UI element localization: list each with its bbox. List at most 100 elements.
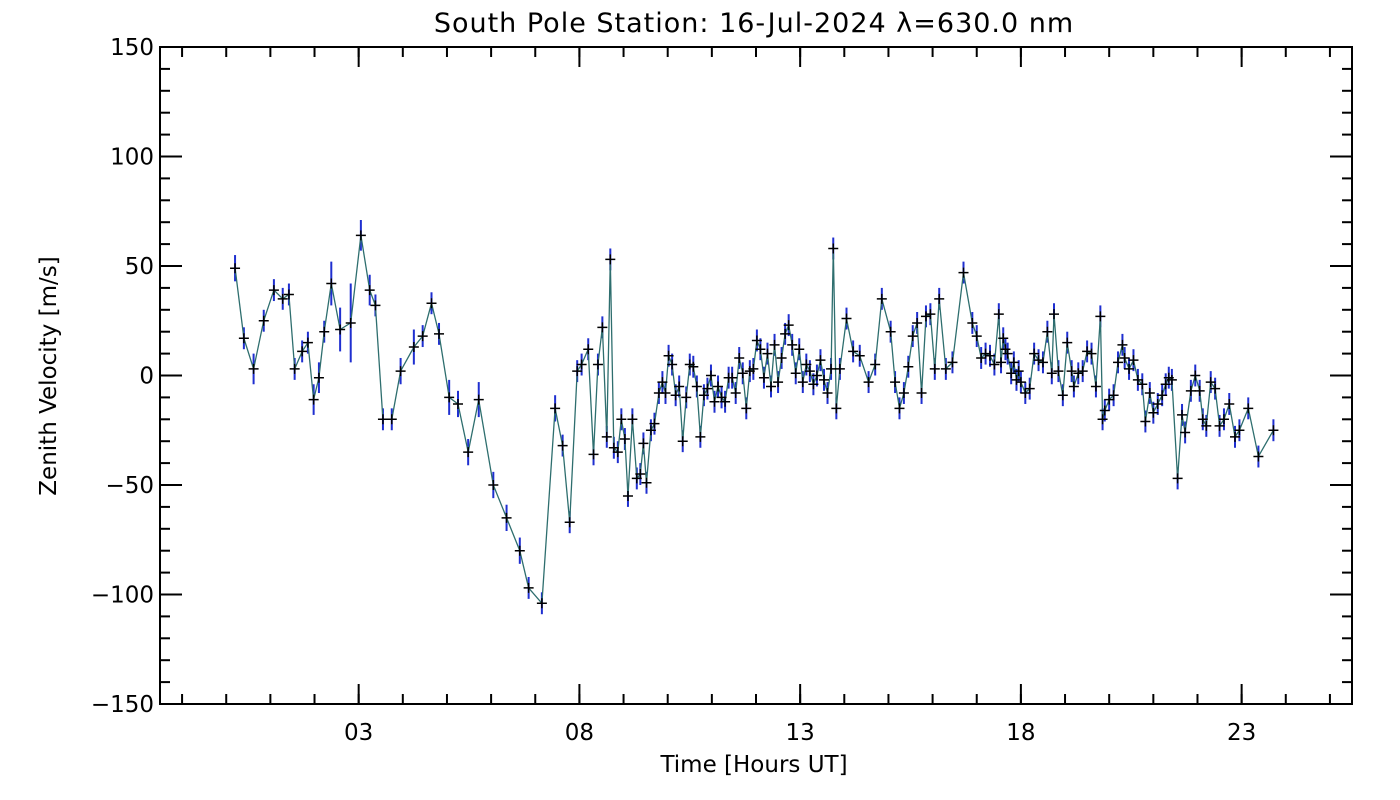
data-point: [667, 359, 678, 370]
data-point: [1205, 377, 1216, 388]
data-point: [797, 377, 808, 388]
data-point: [277, 293, 288, 304]
data-point: [727, 372, 738, 383]
data-point: [230, 263, 241, 274]
data-point: [283, 289, 294, 300]
data-point: [929, 363, 940, 374]
data-point: [627, 414, 638, 425]
data-point: [934, 293, 945, 304]
data-point: [1108, 390, 1119, 401]
y-tick-label: −100: [91, 583, 154, 609]
data-point: [557, 440, 568, 451]
data-point: [1006, 368, 1017, 379]
y-axis-label: Zenith Velocity [m/s]: [36, 256, 62, 495]
data-point: [1002, 348, 1013, 359]
data-point: [1157, 390, 1168, 401]
data-point: [674, 381, 685, 392]
data-point: [1166, 374, 1177, 385]
data-point: [597, 322, 608, 333]
data-point: [1119, 352, 1130, 363]
data-point: [453, 398, 463, 409]
data-point: [1194, 385, 1205, 396]
data-point: [766, 381, 777, 392]
data-point: [695, 431, 706, 442]
data-point: [1177, 409, 1188, 420]
data-point: [870, 359, 881, 370]
data-point: [794, 344, 805, 355]
data-point: [1140, 416, 1151, 427]
data-point: [980, 348, 991, 359]
data-point: [444, 392, 455, 403]
data-point: [691, 381, 702, 392]
data-point: [335, 324, 346, 335]
data-point: [818, 374, 829, 385]
data-point: [854, 350, 865, 361]
data-point: [984, 350, 995, 361]
data-point: [894, 403, 905, 414]
data-point: [302, 337, 313, 348]
data-point: [912, 317, 923, 328]
data-point: [463, 447, 474, 458]
axes: 03 08 13 18 23 −150 −100 −50 0 50 100 150: [91, 35, 1352, 746]
data-point: [473, 394, 484, 405]
data-point: [572, 366, 583, 377]
data-point: [583, 344, 594, 355]
data-point: [709, 396, 720, 407]
data-point: [989, 359, 1000, 370]
data-point: [1160, 379, 1171, 390]
data-point: [638, 438, 649, 449]
data-point: [670, 390, 681, 401]
data-point: [916, 388, 927, 399]
data-point: [1128, 355, 1139, 366]
data-point: [831, 403, 842, 414]
data-point: [616, 414, 627, 425]
data-point: [702, 383, 713, 394]
data-point: [783, 320, 794, 331]
data-point: [649, 418, 660, 429]
data-point: [1148, 407, 1159, 418]
data-point: [828, 243, 839, 254]
data-point: [940, 363, 951, 374]
data-point: [1113, 357, 1124, 368]
data-point: [769, 339, 780, 350]
data-point: [1210, 383, 1221, 394]
data-point: [1218, 414, 1229, 425]
data-point: [1197, 414, 1208, 425]
data-point: [804, 366, 815, 377]
data-point: [1057, 390, 1068, 401]
x-tick-label: 13: [786, 720, 815, 746]
y-tick-label: 0: [139, 364, 154, 390]
data-point: [238, 333, 249, 344]
data-point: [426, 298, 437, 309]
data-point: [1068, 381, 1079, 392]
data-point: [523, 582, 534, 593]
data-point: [417, 331, 428, 342]
x-tick-label: 08: [565, 720, 594, 746]
data-point: [808, 379, 819, 390]
data-point: [1180, 427, 1191, 438]
data-point: [801, 359, 812, 370]
data-point: [345, 317, 356, 328]
data-point: [619, 434, 630, 445]
data-point: [1190, 370, 1201, 381]
data-point: [313, 372, 324, 383]
data-point: [958, 267, 969, 278]
chart-title: South Pole Station: 16-Jul-2024 λ=630.0 …: [434, 8, 1074, 39]
y-tick-label: −50: [105, 473, 154, 499]
data-point: [355, 230, 366, 241]
data-point: [1124, 363, 1135, 374]
data-point: [622, 490, 633, 501]
data-point: [681, 392, 692, 403]
data-point: [677, 436, 688, 447]
data-point: [308, 394, 319, 405]
data-point: [876, 293, 887, 304]
data-point: [1053, 366, 1064, 377]
data-point: [993, 309, 1004, 320]
data-point: [748, 363, 759, 374]
data-point: [967, 317, 978, 328]
data-point: [1099, 405, 1110, 416]
data-point: [564, 517, 575, 528]
data-point: [258, 315, 269, 326]
data-point: [758, 372, 769, 383]
plot-frame: [159, 46, 1353, 705]
